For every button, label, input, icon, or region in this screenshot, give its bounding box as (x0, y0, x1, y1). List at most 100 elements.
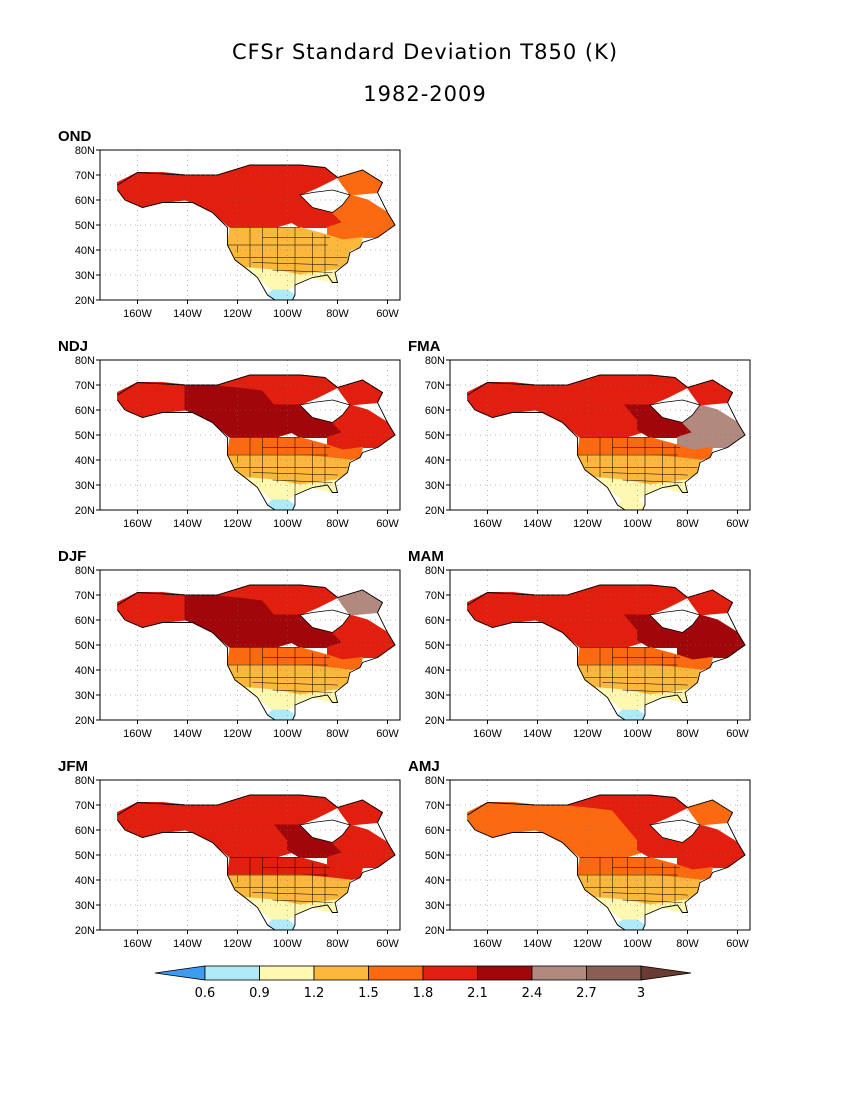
colorbar-label: 0.9 (249, 986, 270, 1001)
lon-tick-label: 60W (726, 518, 749, 530)
lon-tick-label: 140W (173, 728, 202, 740)
lat-tick-label: 80N (425, 775, 445, 787)
state-border (272, 899, 333, 903)
lon-tick-label: 80W (326, 728, 349, 740)
lat-tick-label: 50N (75, 430, 95, 442)
lat-tick-label: 40N (75, 875, 95, 887)
panel-label: OND (58, 128, 92, 145)
lat-tick-label: 50N (75, 220, 95, 232)
lat-tick-label: 70N (425, 380, 445, 392)
colorbar-box (477, 965, 533, 981)
region-baffin (336, 379, 384, 406)
coastline-west (467, 399, 626, 510)
figure-period: 1982-2009 (363, 82, 487, 106)
lon-tick-label: 160W (123, 518, 152, 530)
coastline-east (467, 794, 746, 930)
colorbar-label: 0.6 (195, 986, 216, 1001)
lat-tick-label: 70N (425, 590, 445, 602)
panel-label: NDJ (58, 338, 89, 355)
region-gulf (616, 499, 646, 510)
lat-tick-label: 80N (425, 565, 445, 577)
lon-tick-label: 80W (326, 938, 349, 950)
state-border (602, 472, 688, 476)
lon-tick-label: 120W (573, 728, 602, 740)
region-baffin (336, 799, 384, 826)
coastline-west (467, 819, 626, 930)
state-border (252, 892, 338, 896)
lon-tick-label: 140W (173, 938, 202, 950)
lat-tick-label: 40N (75, 665, 95, 677)
lat-tick-label: 80N (75, 145, 95, 157)
lat-tick-label: 60N (75, 825, 95, 837)
map-panel-ond: OND 80N 70N 60N 50N 40N 30N 20N 160W 140W 120W 100W… (58, 128, 458, 328)
coastline-west (117, 819, 276, 930)
map-panel-ndj: NDJ 80N 70N 60N 50N 40N 30N 20N 160W 140W 120W 100W… (58, 338, 458, 538)
lon-tick-label: 80W (676, 728, 699, 740)
region-gulf (616, 709, 646, 720)
lon-tick-label: 120W (223, 728, 252, 740)
lon-tick-label: 140W (173, 518, 202, 530)
lat-tick-label: 50N (75, 850, 95, 862)
lat-tick-label: 40N (75, 455, 95, 467)
coastline-west (117, 399, 276, 510)
map-plot: 80N 70N 60N 50N 40N 30N 20N 160W 140W 120W 100W 80W… (75, 775, 401, 950)
state-border (272, 689, 333, 693)
colorbar-label: 2.1 (467, 986, 488, 1001)
map-plot: 80N 70N 60N 50N 40N 30N 20N 160W 140W 120W 100W 80W… (425, 565, 751, 740)
lon-tick-label: 160W (123, 728, 152, 740)
lat-tick-label: 20N (425, 715, 445, 727)
colorbar-box (259, 965, 315, 981)
region-baffin (686, 379, 734, 406)
lat-tick-label: 40N (425, 455, 445, 467)
state-border (272, 479, 333, 483)
panel-label: JFM (58, 758, 88, 775)
lat-tick-label: 20N (75, 295, 95, 307)
region-gulf (266, 289, 296, 300)
lon-tick-label: 80W (326, 308, 349, 320)
colorbar-high-arrow (640, 965, 692, 981)
lon-tick-label: 160W (123, 308, 152, 320)
colorbar-label: 3 (637, 986, 645, 1001)
lon-tick-label: 100W (623, 938, 652, 950)
lat-tick-label: 30N (75, 900, 95, 912)
lon-tick-label: 100W (623, 518, 652, 530)
coastline-west (117, 189, 276, 300)
lat-tick-label: 80N (75, 355, 95, 367)
state-border (622, 899, 683, 903)
region-baffin (686, 589, 734, 616)
coastline-west (117, 609, 276, 720)
coastline-east (117, 584, 396, 720)
lon-tick-label: 100W (273, 938, 302, 950)
lon-tick-label: 60W (726, 728, 749, 740)
colorbar-label: 1.2 (304, 986, 325, 1001)
coastline-east (117, 164, 396, 300)
lat-tick-label: 30N (425, 480, 445, 492)
lat-tick-label: 60N (75, 405, 95, 417)
lat-tick-label: 40N (425, 665, 445, 677)
state-border (622, 689, 683, 693)
panel-label: DJF (58, 548, 87, 565)
state-border (272, 269, 333, 273)
lat-tick-label: 20N (425, 505, 445, 517)
lat-tick-label: 70N (75, 170, 95, 182)
lat-tick-label: 20N (425, 925, 445, 937)
panel-label: MAM (408, 548, 444, 565)
region-gulf (266, 919, 296, 930)
lat-tick-label: 60N (425, 825, 445, 837)
lon-tick-label: 100W (273, 518, 302, 530)
state-border (602, 892, 688, 896)
map-panel-mam: MAM 80N 70N 60N 50N 40N 30N 20N 160W 140W 120W 100W… (408, 548, 808, 748)
lat-tick-label: 60N (75, 615, 95, 627)
region-gulf (616, 919, 646, 930)
lat-tick-label: 80N (75, 775, 95, 787)
lon-tick-label: 60W (376, 308, 399, 320)
colorbar-box (313, 965, 369, 981)
lon-tick-label: 60W (376, 518, 399, 530)
colorbar-label: 2.4 (522, 986, 543, 1001)
colorbar-box (586, 965, 642, 981)
lat-tick-label: 80N (425, 355, 445, 367)
lon-tick-label: 160W (123, 938, 152, 950)
lat-tick-label: 70N (75, 800, 95, 812)
lon-tick-label: 60W (726, 938, 749, 950)
lon-tick-label: 140W (173, 308, 202, 320)
